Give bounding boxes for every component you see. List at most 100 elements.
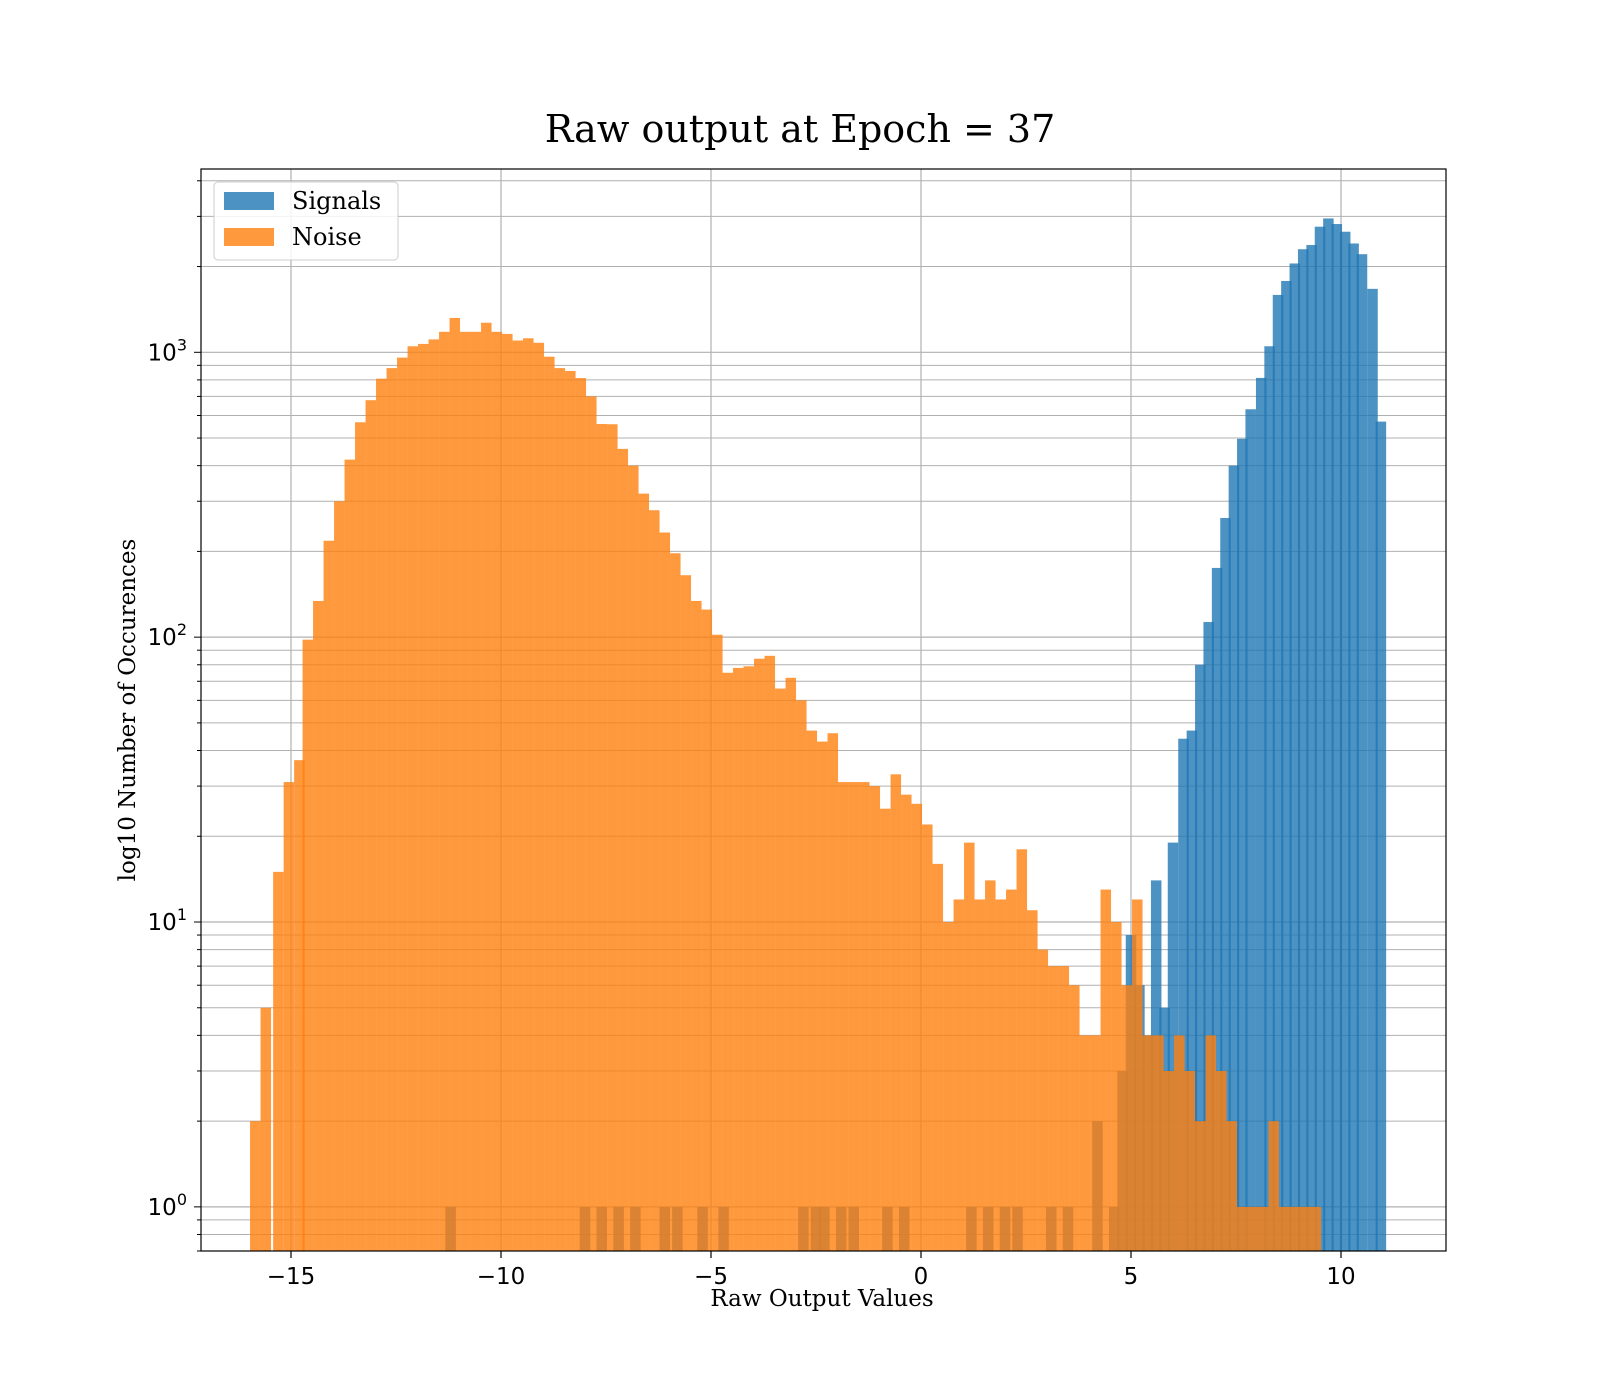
histogram-bar-noise	[470, 331, 482, 1251]
histogram-bar-signals	[1203, 622, 1214, 1251]
histogram-bar-signals	[1297, 249, 1309, 1251]
histogram-bar-signals	[1211, 567, 1223, 1251]
histogram-bar-noise	[701, 609, 713, 1251]
histogram-bar-noise	[1184, 1070, 1196, 1251]
histogram-bar-noise	[649, 510, 660, 1251]
histogram-bar-signals	[1272, 294, 1284, 1251]
histogram-bar-noise	[1226, 1121, 1238, 1251]
histogram-bar-noise	[1153, 1035, 1164, 1251]
chart-title: Raw output at Epoch = 37	[545, 107, 1056, 151]
histogram-bar-signals	[1356, 254, 1368, 1251]
x-tick-label: 5	[1124, 1264, 1139, 1290]
histogram-bar-noise	[365, 400, 377, 1252]
histogram-bar-noise	[848, 782, 860, 1251]
histogram-bar-noise	[1247, 1206, 1259, 1251]
histogram-bar-noise	[533, 342, 545, 1251]
histogram-bar-signals	[1339, 231, 1351, 1251]
x-tick-label: 10	[1326, 1264, 1355, 1290]
plot-area-frame	[200, 168, 1447, 1252]
histogram-bar-noise	[355, 422, 366, 1252]
x-tick-label: −5	[694, 1264, 728, 1290]
histogram-bar-noise	[638, 493, 650, 1252]
histogram-bar-noise	[1163, 1070, 1175, 1251]
histogram-bar-noise	[890, 774, 902, 1251]
legend-label-noise: Noise	[292, 223, 362, 251]
histogram-bar-signals	[1186, 730, 1198, 1251]
histogram-bar-noise	[554, 368, 566, 1251]
histogram-bar-noise	[449, 317, 461, 1251]
histogram-bar-noise	[659, 532, 671, 1251]
y-tick-label: 102	[148, 620, 187, 651]
histogram-bars	[250, 218, 1387, 1252]
axis-ticks: −15 −10 −5 0 5 10 100 101 102 103	[148, 180, 1356, 1290]
series-signals	[445, 218, 1387, 1252]
histogram-bar-noise	[985, 880, 996, 1251]
histogram-bar-noise	[502, 333, 513, 1252]
histogram-bar-noise	[995, 899, 1007, 1251]
histogram-bar-noise	[911, 803, 923, 1251]
histogram-bar-noise	[1048, 966, 1059, 1251]
histogram-bar-noise	[334, 501, 345, 1251]
histogram-bar-noise	[428, 339, 440, 1252]
histogram-bar-noise	[785, 677, 797, 1251]
y-tick-label: 100	[148, 1190, 187, 1221]
histogram-bar-noise	[512, 340, 524, 1251]
histogram-bar-noise	[302, 639, 314, 1251]
histogram-bar-signals	[1195, 664, 1206, 1251]
histogram-bar-noise	[1016, 849, 1028, 1251]
histogram-bar-signals	[1178, 738, 1189, 1251]
histogram-bar-noise	[869, 786, 881, 1251]
histogram-bar-noise	[1006, 889, 1017, 1251]
histogram-bar-noise	[250, 1121, 261, 1251]
histogram-bar-noise	[1037, 949, 1049, 1251]
y-tick-label: 103	[148, 335, 187, 366]
histogram-bar-noise	[964, 842, 975, 1251]
histogram-bar-noise	[491, 331, 503, 1251]
histogram-bar-noise	[670, 553, 681, 1251]
histogram-bar-noise	[1300, 1206, 1311, 1251]
histogram-bar-noise	[1237, 1206, 1248, 1251]
histogram-bar-noise	[313, 600, 324, 1251]
histogram-bar-noise	[565, 370, 576, 1251]
histogram-bar-noise	[953, 899, 965, 1251]
histogram-bar-noise	[1090, 1035, 1101, 1251]
histogram-bar-noise	[294, 760, 305, 1251]
histogram-bar-noise	[439, 331, 450, 1251]
histogram-bar-noise	[943, 922, 954, 1251]
histogram-bar-noise	[586, 396, 597, 1251]
histogram-bar-noise	[1069, 985, 1080, 1251]
histogram-bar-noise	[796, 700, 807, 1251]
x-tick-label: −15	[267, 1264, 316, 1290]
histogram-bar-noise	[523, 338, 534, 1251]
histogram-bar-noise	[764, 655, 776, 1251]
histogram-bar-noise	[1121, 985, 1133, 1251]
histogram-bar-signals	[1167, 842, 1179, 1251]
x-axis-label: Raw Output Values	[710, 1286, 933, 1312]
histogram-bar-signals	[1375, 421, 1387, 1251]
histogram-bar-noise	[722, 672, 734, 1251]
y-axis-label: log10 Number of Occurences	[115, 539, 141, 882]
histogram-bar-noise	[754, 658, 765, 1251]
histogram-bar-noise	[418, 343, 429, 1251]
histogram-bar-signals	[1314, 226, 1326, 1251]
legend-swatch-signals	[224, 192, 274, 210]
histogram-bar-noise	[901, 794, 912, 1251]
histogram-bar-noise	[344, 459, 356, 1251]
legend-label-signals: Signals	[292, 187, 381, 215]
histogram-bar-noise	[1289, 1206, 1301, 1251]
histogram-bar-noise	[481, 322, 492, 1251]
histogram-bar-noise	[386, 368, 398, 1251]
histogram-bar-signals	[1237, 438, 1248, 1251]
histogram-bar-signals	[1306, 245, 1317, 1251]
histogram-bar-noise	[460, 331, 471, 1251]
histogram-bar-signals	[1348, 243, 1359, 1251]
histogram-bar-noise	[376, 378, 387, 1252]
histogram-bar-noise	[1195, 1121, 1206, 1251]
histogram-bar-noise	[691, 600, 702, 1251]
histogram-bar-signals	[1323, 218, 1334, 1252]
histogram-bar-noise	[273, 871, 284, 1251]
histogram-bar-noise	[1027, 910, 1038, 1251]
histogram-bar-signals	[1228, 465, 1240, 1251]
histogram-bar-noise	[283, 782, 295, 1251]
